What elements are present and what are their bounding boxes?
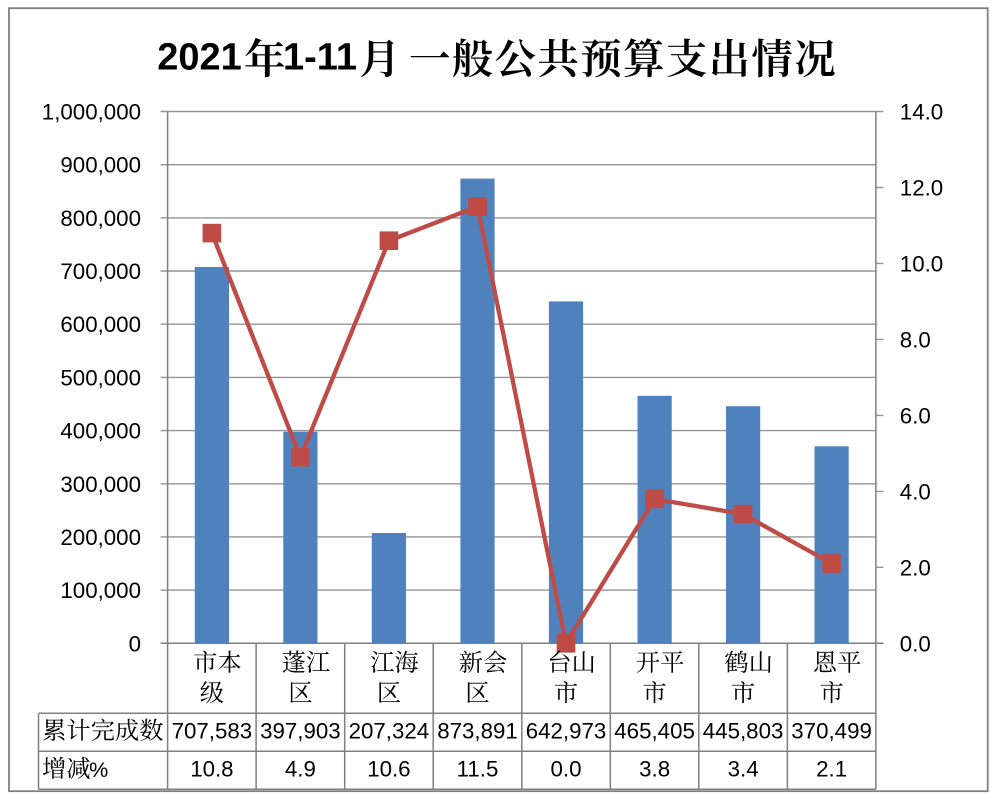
svg-text:500,000: 500,000	[60, 365, 141, 390]
svg-text:0.0: 0.0	[551, 757, 582, 782]
svg-text:400,000: 400,000	[60, 419, 141, 444]
svg-text:10.6: 10.6	[367, 757, 410, 782]
svg-text:200,000: 200,000	[60, 525, 141, 550]
svg-text:445,803: 445,803	[703, 719, 784, 744]
svg-text:2.1: 2.1	[816, 757, 847, 782]
svg-text:300,000: 300,000	[60, 472, 141, 497]
svg-text:11.5: 11.5	[457, 757, 499, 782]
svg-text:370,499: 370,499	[791, 719, 872, 744]
svg-text:397,903: 397,903	[260, 719, 341, 744]
svg-text:10.8: 10.8	[190, 757, 233, 782]
svg-text:3.4: 3.4	[728, 757, 759, 782]
svg-text:707,583: 707,583	[172, 719, 253, 744]
svg-text:600,000: 600,000	[60, 312, 141, 337]
svg-text:2021: 2021	[157, 37, 242, 79]
svg-text:1-11: 1-11	[283, 37, 357, 79]
svg-text:4.9: 4.9	[285, 757, 316, 782]
svg-text:2.0: 2.0	[900, 555, 931, 580]
svg-text:1,000,000: 1,000,000	[42, 100, 141, 125]
svg-text:12.0: 12.0	[900, 176, 943, 201]
svg-text:700,000: 700,000	[60, 259, 141, 284]
svg-text:10.0: 10.0	[900, 251, 943, 276]
svg-text:6.0: 6.0	[900, 403, 931, 428]
svg-text:642,973: 642,973	[526, 719, 607, 744]
svg-text:4.0: 4.0	[900, 479, 931, 504]
svg-text:%: %	[89, 758, 108, 782]
svg-text:800,000: 800,000	[60, 206, 141, 231]
svg-text:900,000: 900,000	[60, 153, 141, 178]
svg-text:100,000: 100,000	[60, 578, 141, 603]
svg-text:8.0: 8.0	[900, 327, 931, 352]
svg-text:465,405: 465,405	[614, 719, 695, 744]
svg-text:0.0: 0.0	[900, 631, 931, 656]
svg-text:14.0: 14.0	[900, 100, 943, 125]
svg-text:3.8: 3.8	[639, 757, 670, 782]
svg-text:207,324: 207,324	[349, 719, 430, 744]
svg-text:873,891: 873,891	[437, 719, 518, 744]
svg-text:0: 0	[129, 631, 141, 656]
